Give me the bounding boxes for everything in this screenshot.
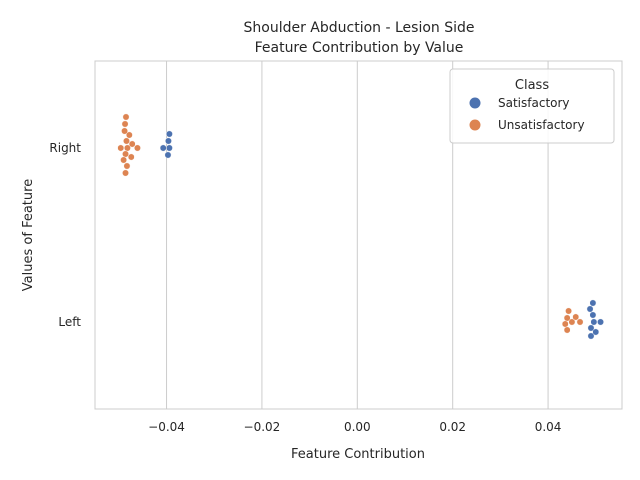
point-satisfactory [586, 305, 594, 313]
x-axis-label: Feature Contribution [291, 447, 425, 462]
point-unsatisfactory [120, 156, 128, 164]
point-unsatisfactory [123, 137, 130, 145]
point-satisfactory [592, 328, 600, 336]
point-satisfactory [589, 299, 597, 307]
chart-title-line-1: Shoulder Abduction - Lesion Side [244, 20, 475, 36]
point-unsatisfactory [125, 131, 133, 139]
legend-marker [469, 119, 481, 131]
point-unsatisfactory [563, 326, 571, 334]
point-unsatisfactory [572, 313, 580, 321]
point-satisfactory [165, 144, 173, 152]
point-satisfactory [164, 151, 172, 159]
point-unsatisfactory [568, 318, 576, 326]
point-unsatisfactory [576, 318, 584, 326]
point-satisfactory [164, 137, 172, 145]
y-tick-label: Left [58, 315, 81, 329]
legend-box [449, 68, 615, 144]
legend-label: Satisfactory [498, 96, 570, 110]
point-unsatisfactory [128, 140, 136, 148]
point-satisfactory [587, 324, 595, 332]
x-tick-label: −0.04 [148, 420, 185, 434]
chart-title-line-2: Feature Contribution by Value [255, 40, 464, 56]
y-axis-label: Values of Feature [21, 179, 36, 291]
point-satisfactory [590, 318, 598, 326]
legend-title: Class [515, 78, 549, 93]
point-satisfactory [165, 130, 173, 138]
point-unsatisfactory [127, 153, 135, 161]
point-unsatisfactory [563, 314, 571, 322]
legend-items: Satisfactory Unsatisfactory [469, 96, 585, 132]
legend-label: Unsatisfactory [498, 118, 585, 132]
chart-title: Shoulder Abduction - Lesion Side Feature… [244, 20, 475, 56]
point-unsatisfactory [133, 144, 141, 152]
point-unsatisfactory [121, 127, 129, 135]
plot-frame [94, 60, 623, 410]
point-unsatisfactory [117, 144, 125, 152]
y-tick-label: Right [49, 141, 81, 155]
x-tick-label: −0.02 [244, 420, 281, 434]
y-axis-ticks: Right Left [49, 141, 81, 329]
point-unsatisfactory [122, 169, 129, 177]
point-unsatisfactory [122, 113, 130, 121]
point-satisfactory [159, 144, 167, 152]
x-tick-label: 0.02 [439, 420, 466, 434]
point-unsatisfactory [565, 307, 573, 315]
legend-marker [469, 97, 481, 109]
x-axis-ticks: −0.04 −0.02 0.00 0.02 0.04 [148, 420, 561, 434]
point-satisfactory [597, 318, 604, 326]
point-unsatisfactory [561, 320, 569, 328]
point-satisfactory [589, 311, 597, 319]
x-tick-label: 0.04 [535, 420, 562, 434]
point-unsatisfactory [123, 162, 131, 170]
point-unsatisfactory [122, 150, 129, 158]
x-tick-label: 0.00 [344, 420, 371, 434]
data-points [117, 113, 604, 340]
legend: Class Satisfactory Unsatisfactory [449, 68, 615, 144]
point-unsatisfactory [121, 120, 129, 128]
point-satisfactory [587, 332, 595, 340]
